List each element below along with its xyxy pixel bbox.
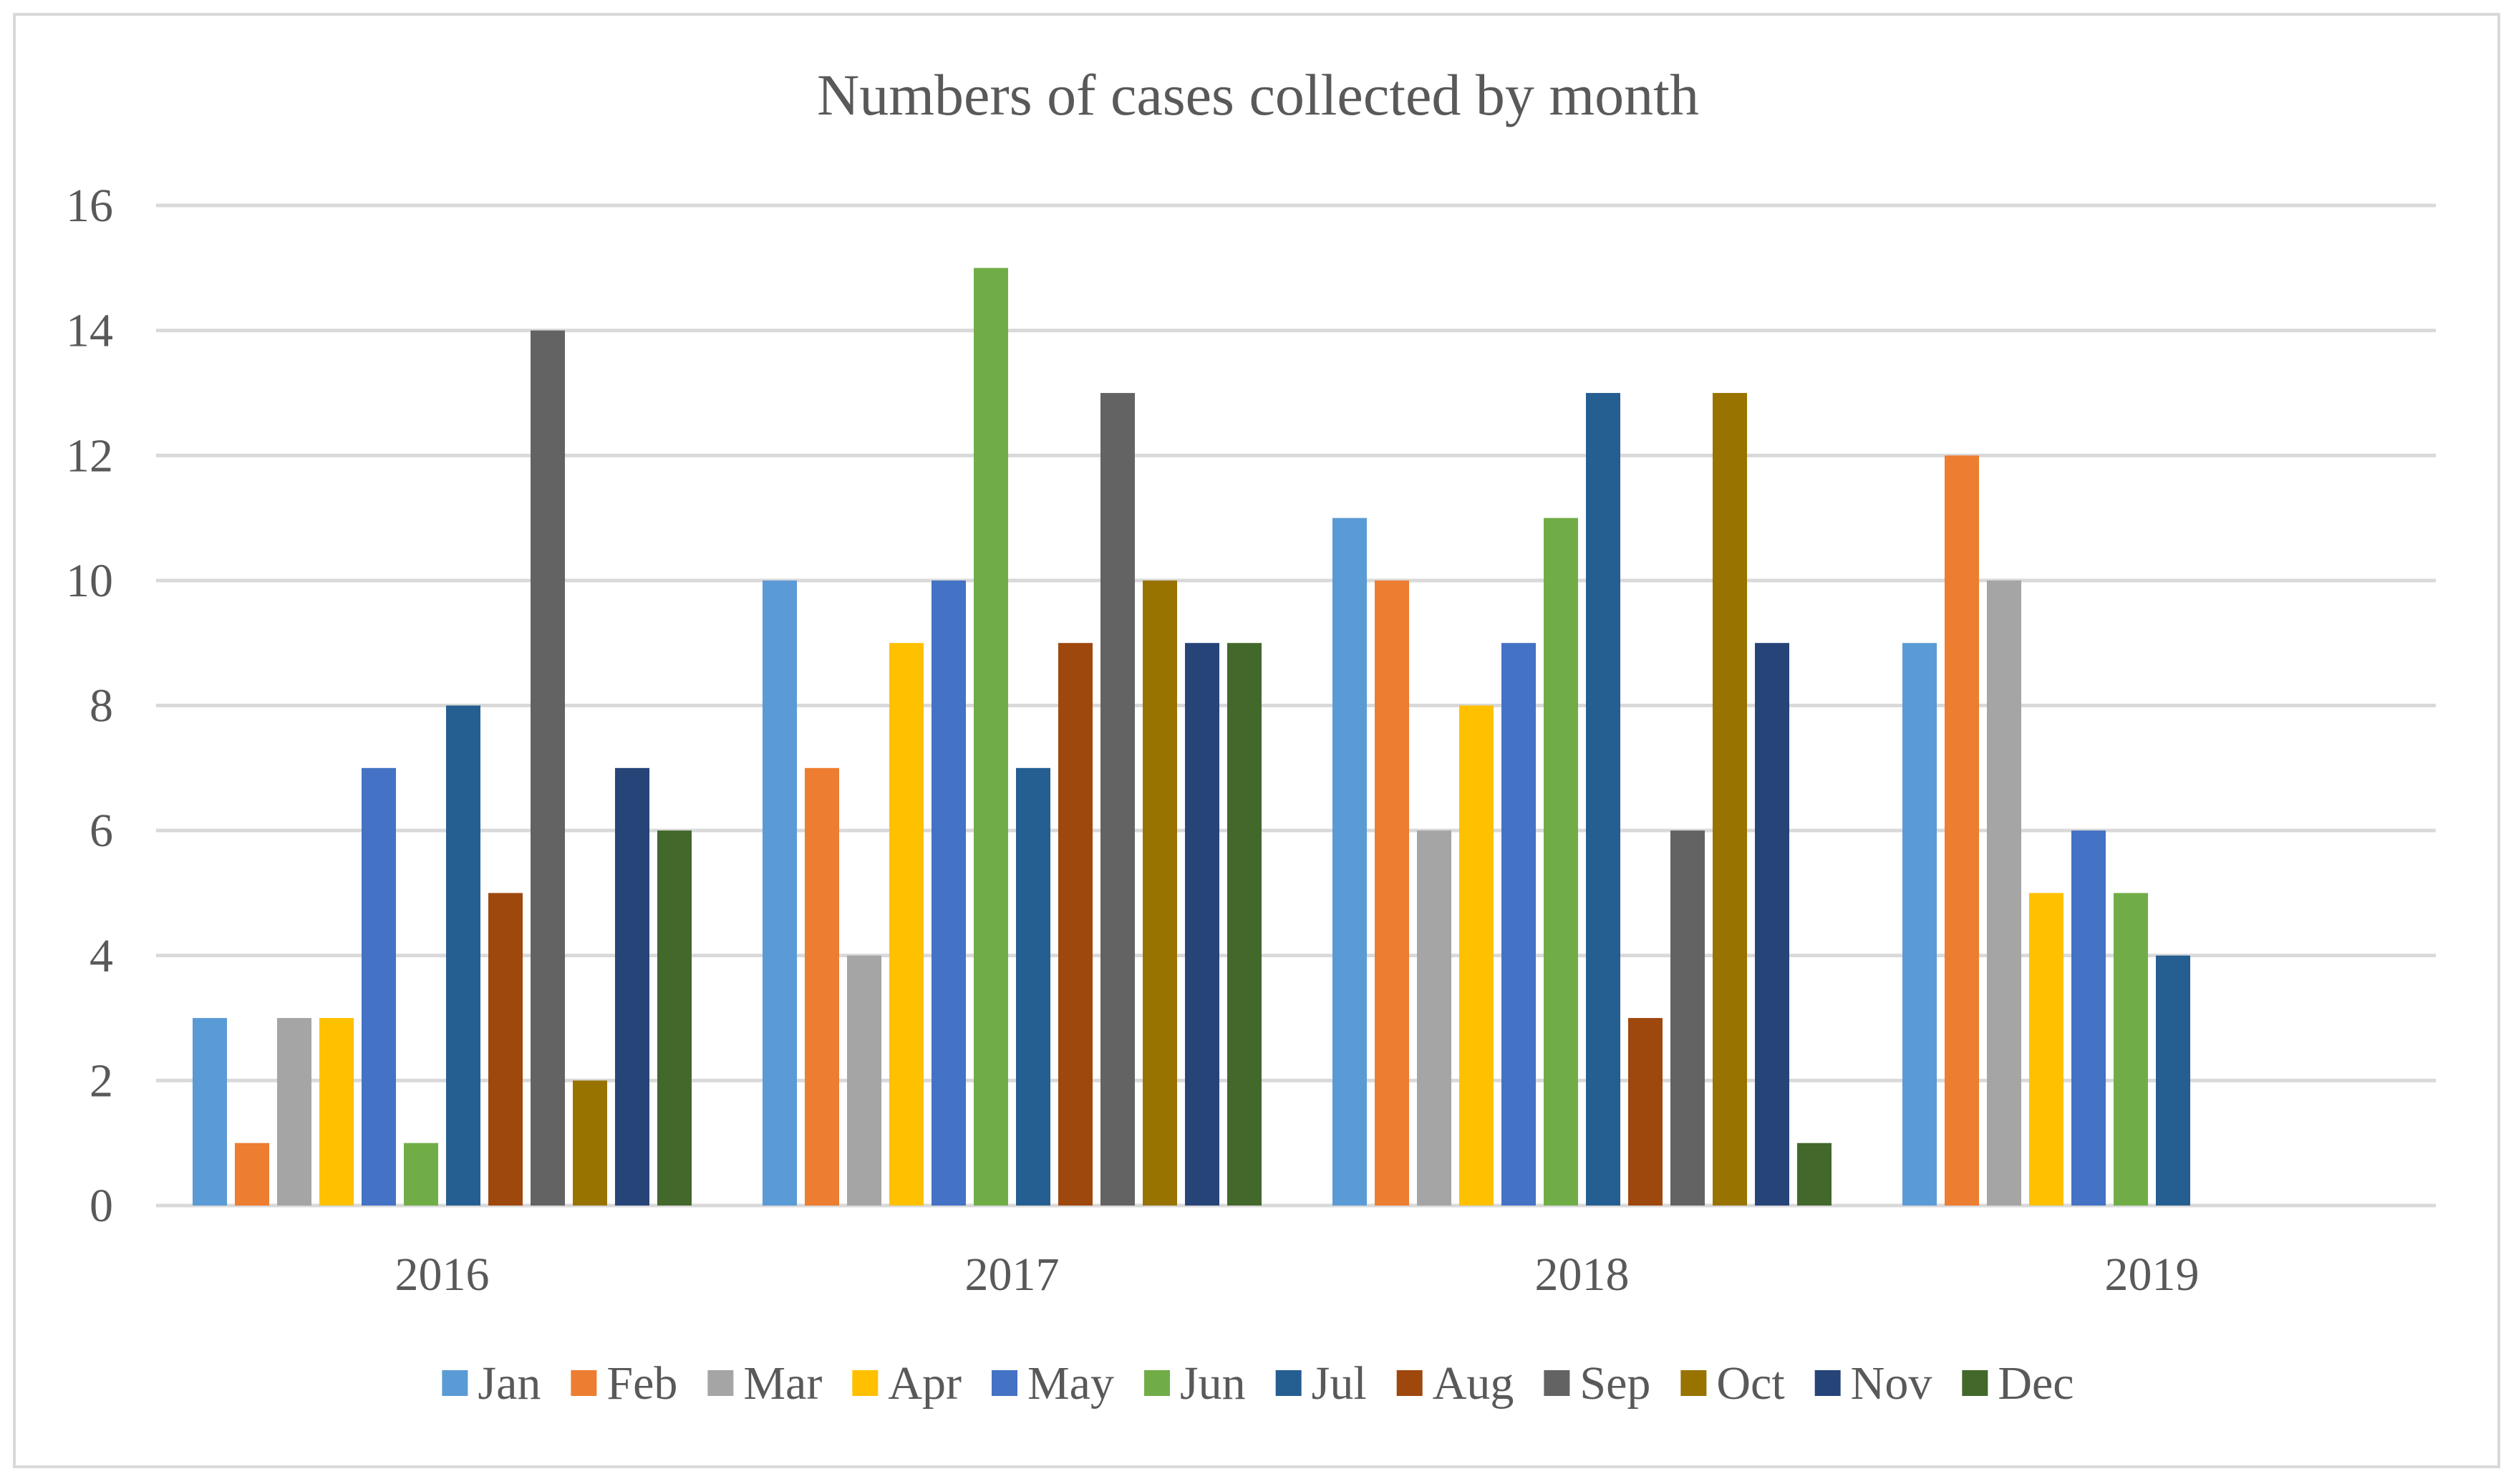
y-tick-label: 16 bbox=[66, 180, 113, 232]
bar-apr-2017 bbox=[889, 643, 924, 1206]
chart-title: Numbers of cases collected by month bbox=[817, 62, 1699, 127]
legend-label: Jun bbox=[1180, 1357, 1246, 1410]
legend-swatch bbox=[1814, 1370, 1841, 1396]
bar-mar-2018 bbox=[1417, 830, 1451, 1206]
bar-sep-2016 bbox=[531, 330, 565, 1206]
bar-jan-2016 bbox=[193, 1018, 227, 1206]
bar-jan-2018 bbox=[1332, 518, 1367, 1206]
legend-item-nov: Nov bbox=[1814, 1357, 1932, 1410]
legend-swatch bbox=[1680, 1370, 1707, 1396]
y-tick-label: 0 bbox=[89, 1180, 113, 1232]
bar-dec-2018 bbox=[1797, 1143, 1832, 1206]
bar-jul-2019 bbox=[2156, 955, 2190, 1206]
bar-nov-2016 bbox=[615, 767, 649, 1206]
bar-jul-2016 bbox=[446, 705, 480, 1206]
legend-item-jun: Jun bbox=[1143, 1357, 1246, 1410]
bar-dec-2017 bbox=[1227, 643, 1262, 1206]
bar-jun-2018 bbox=[1544, 518, 1578, 1206]
bar-feb-2019 bbox=[1945, 455, 1979, 1206]
bar-nov-2018 bbox=[1755, 643, 1789, 1206]
legend-label: Aug bbox=[1433, 1357, 1514, 1410]
x-category-label: 2016 bbox=[395, 1248, 490, 1301]
legend-swatch bbox=[992, 1370, 1017, 1396]
x-category-label: 2017 bbox=[965, 1248, 1060, 1301]
bar-apr-2019 bbox=[2029, 893, 2063, 1206]
bar-oct-2017 bbox=[1143, 580, 1177, 1206]
bar-jul-2017 bbox=[1016, 767, 1050, 1206]
bar-jun-2017 bbox=[974, 268, 1008, 1206]
y-tick-label: 12 bbox=[66, 430, 113, 482]
legend-swatch bbox=[1962, 1370, 1988, 1396]
legend-swatch bbox=[442, 1370, 468, 1396]
bar-jun-2019 bbox=[2114, 893, 2148, 1206]
legend-label: Oct bbox=[1716, 1357, 1784, 1410]
bar-aug-2018 bbox=[1628, 1018, 1663, 1206]
bar-feb-2016 bbox=[235, 1143, 269, 1206]
x-category-label: 2018 bbox=[1535, 1248, 1630, 1301]
legend-label: Dec bbox=[1998, 1357, 2074, 1410]
bar-sep-2017 bbox=[1100, 392, 1135, 1206]
legend-item-dec: Dec bbox=[1962, 1357, 2074, 1410]
legend-label: May bbox=[1027, 1357, 1114, 1410]
legend-item-jul: Jul bbox=[1275, 1357, 1367, 1410]
bar-apr-2016 bbox=[319, 1018, 354, 1206]
y-tick-label: 2 bbox=[89, 1054, 113, 1107]
legend-label: Feb bbox=[606, 1357, 677, 1410]
legend-label: Jan bbox=[478, 1357, 541, 1410]
bar-mar-2016 bbox=[277, 1018, 311, 1206]
y-tick-label: 8 bbox=[89, 680, 113, 732]
bar-oct-2016 bbox=[573, 1080, 607, 1206]
bar-oct-2018 bbox=[1713, 392, 1747, 1206]
legend-item-feb: Feb bbox=[571, 1357, 677, 1410]
bar-jan-2019 bbox=[1902, 643, 1937, 1206]
bar-dec-2016 bbox=[657, 830, 692, 1206]
legend-swatch bbox=[1275, 1370, 1302, 1396]
legend-swatch bbox=[571, 1370, 597, 1396]
legend-swatch bbox=[707, 1370, 734, 1396]
y-tick-label: 6 bbox=[89, 805, 113, 857]
bar-mar-2019 bbox=[1987, 580, 2021, 1206]
legend-label: Nov bbox=[1851, 1357, 1932, 1410]
legend-swatch bbox=[1143, 1370, 1170, 1396]
legend-item-mar: Mar bbox=[707, 1357, 822, 1410]
bar-may-2017 bbox=[932, 580, 966, 1206]
legend-swatch bbox=[1544, 1370, 1570, 1396]
bar-feb-2018 bbox=[1375, 580, 1409, 1206]
legend-swatch bbox=[1396, 1370, 1423, 1396]
legend-label: Mar bbox=[743, 1357, 822, 1410]
bar-apr-2018 bbox=[1459, 705, 1494, 1206]
bar-sep-2018 bbox=[1670, 830, 1705, 1206]
bar-nov-2017 bbox=[1185, 643, 1219, 1206]
y-tick-label: 10 bbox=[66, 555, 113, 607]
bar-may-2019 bbox=[2071, 830, 2106, 1206]
legend-item-sep: Sep bbox=[1544, 1357, 1650, 1410]
legend-item-aug: Aug bbox=[1396, 1357, 1514, 1410]
x-category-label: 2019 bbox=[2105, 1248, 2200, 1301]
y-tick-label: 4 bbox=[89, 930, 113, 982]
bar-may-2016 bbox=[362, 767, 396, 1206]
bar-jan-2017 bbox=[763, 580, 797, 1206]
legend-item-apr: Apr bbox=[852, 1357, 962, 1410]
bar-aug-2016 bbox=[488, 893, 523, 1206]
bar-aug-2017 bbox=[1058, 643, 1093, 1206]
bar-may-2018 bbox=[1501, 643, 1536, 1206]
legend-swatch bbox=[852, 1370, 879, 1396]
bar-jun-2016 bbox=[404, 1143, 438, 1206]
legend-item-jan: Jan bbox=[442, 1357, 541, 1410]
legend-item-oct: Oct bbox=[1680, 1357, 1785, 1410]
legend-label: Jul bbox=[1312, 1357, 1367, 1410]
legend-label: Apr bbox=[888, 1357, 962, 1410]
y-tick-label: 14 bbox=[66, 305, 113, 357]
legend-item-may: May bbox=[992, 1357, 1114, 1410]
bar-feb-2017 bbox=[805, 767, 839, 1206]
bar-mar-2017 bbox=[847, 955, 881, 1206]
legend-label: Sep bbox=[1579, 1357, 1650, 1410]
bar-jul-2018 bbox=[1586, 392, 1620, 1206]
